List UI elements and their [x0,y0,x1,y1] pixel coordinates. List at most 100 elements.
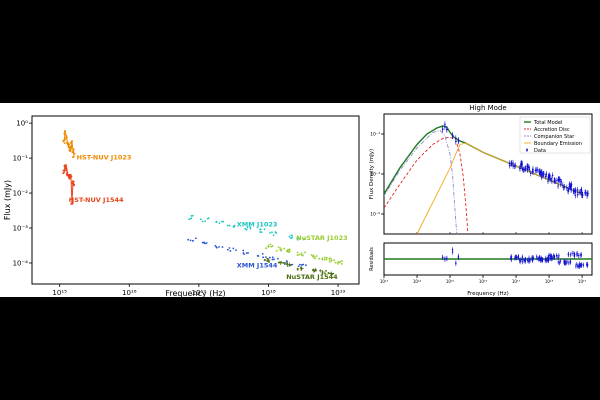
residuals-point [520,259,522,261]
sed-data-point [324,259,326,261]
model-data-point [540,173,543,176]
sed-data-point [206,217,209,220]
model-ytick-label: 10⁻¹ [370,132,380,138]
residuals-point [573,255,575,257]
sed-data-point [325,258,328,260]
sed-data-point [188,218,191,221]
model-ytick-label: 10⁻⁵ [370,212,380,218]
model-data-point [557,185,559,187]
sed-data-point [263,228,266,231]
model-data-point [567,190,569,193]
model-series-boundary-emission [416,142,583,234]
sed-data-point [271,245,274,247]
sed-data-point [191,214,194,217]
residuals-point [558,255,560,257]
model-series-data [441,121,589,199]
sed-data-point [247,251,249,254]
sed-data-point [296,237,299,240]
sed-data-point [327,272,330,275]
model-data-point [446,128,448,131]
sed-data-point [221,246,224,248]
sed-data-point [63,142,66,144]
sed-data-point [289,237,292,240]
sed-data-point [260,231,263,234]
sed-data-point [222,220,225,223]
residuals-xtick-label: 10¹⁴ [413,279,422,284]
model-data-point [551,180,553,182]
residuals-point [521,256,524,258]
sed-data-point [269,232,271,234]
sed-data-point [287,248,289,251]
sed-data-point [304,264,307,267]
residuals-point [565,261,568,264]
residuals-point [528,257,530,259]
sed-data-point [201,220,204,223]
sed-data-point [229,250,232,252]
sed-data-point [72,148,75,151]
residuals-point [552,254,555,257]
sed-data-point [288,235,291,238]
residuals-point [516,256,518,259]
sed-data-point [63,139,66,142]
model-data-point [545,173,548,176]
sed-data-point [204,220,206,223]
residuals-point [551,257,554,259]
sed-series-nustar-j1544 [263,257,335,276]
model-data-point [553,180,555,182]
residuals-point [550,255,553,258]
sed-data-point [69,148,72,151]
model-legend-label: Accretion Disc [534,127,570,133]
residuals-point [455,262,457,264]
sed-xtick-label: 10¹⁵ [52,289,67,297]
residuals-point [510,258,512,260]
residuals-point [578,263,581,265]
sed-data-point [333,259,336,262]
sed-data-point [63,171,65,174]
sed-data-point [190,217,193,220]
model-data-point [586,192,588,194]
model-data-point [529,172,532,175]
sed-data-point [72,152,75,155]
sed-data-point [302,263,305,266]
model-data-point [581,194,583,197]
sed-data-point [287,251,290,253]
residuals-point [526,259,529,262]
sed-series-xmm-j1023 [188,214,306,241]
sed-ytick-label: 10⁰ [16,120,28,128]
sed-data-point [339,260,342,263]
sed-data-point [191,239,194,242]
residuals-point [559,260,562,262]
sed-data-point [273,258,275,261]
residuals-point [553,256,555,259]
residuals-point [546,258,548,261]
residuals-point [532,257,535,259]
residuals-xtick-label: 10¹⁸ [545,279,554,284]
model-legend-label: Total Model [533,120,562,126]
sed-data-point [259,231,262,233]
sed-data-point [69,146,72,148]
sed-annotation: XMM J1544 [237,261,278,269]
sed-data-point [228,247,231,249]
sed-data-point [64,164,67,167]
sed-annotation: HST-NUV J1544 [69,196,124,204]
model-data-point [549,178,551,181]
residuals-point [580,264,583,267]
sed-series-hst-nuv-j1544 [62,164,76,205]
sed-data-point [68,150,71,152]
residuals-point [527,260,530,262]
sed-data-point [70,141,72,144]
residuals-point [457,257,460,259]
residuals-point [558,262,561,264]
sed-data-point [325,256,328,259]
sed-data-point [274,231,277,233]
sed-data-point [283,247,286,250]
sed-data-point [275,249,278,252]
model-data-point [457,139,460,142]
model-data-point [508,164,511,167]
sed-data-point [245,228,248,231]
sed-data-point [262,256,265,259]
sed-data-point [271,231,273,234]
residuals-point [586,263,589,265]
residuals-point [567,253,569,256]
sed-data-point [228,224,231,227]
